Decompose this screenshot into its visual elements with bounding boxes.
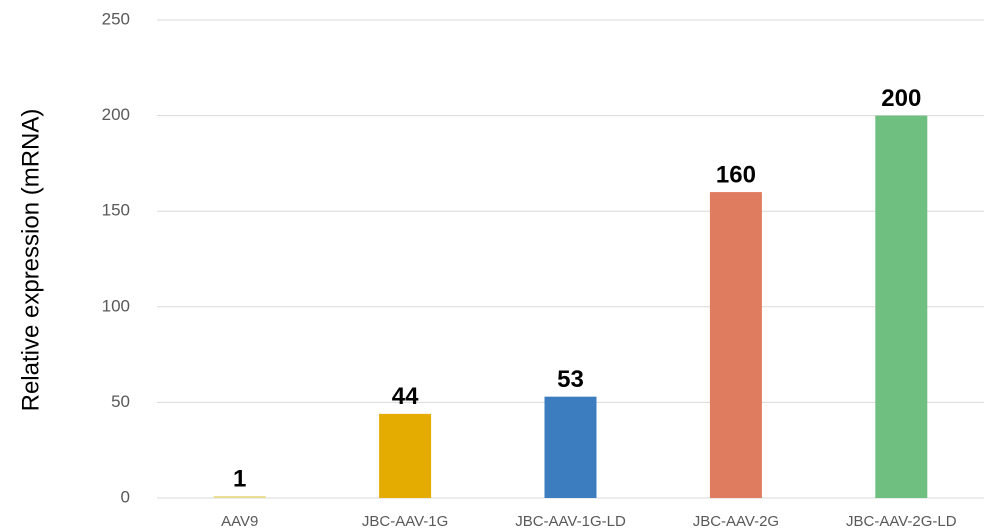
data-label: 200: [881, 85, 921, 112]
bar: [875, 115, 928, 498]
x-tick-label: JBC-AAV-1G-LD: [515, 513, 626, 530]
bar: [709, 192, 762, 498]
x-tick-label: JBC-AAV-2G-LD: [846, 513, 957, 530]
y-tick-label: 0: [121, 487, 130, 506]
y-tick-label: 50: [111, 392, 130, 411]
y-axis-label: Relative expression (mRNA): [17, 109, 44, 412]
data-label: 44: [392, 383, 419, 410]
x-tick-label: JBC-AAV-2G: [693, 513, 779, 530]
bar: [379, 413, 432, 498]
y-tick-label: 100: [102, 296, 130, 315]
x-tick-label: JBC-AAV-1G: [362, 513, 448, 530]
y-tick-label: 200: [102, 105, 130, 124]
y-tick-label: 150: [102, 201, 130, 220]
data-label: 160: [716, 161, 756, 188]
y-tick-label: 250: [102, 9, 130, 28]
data-label: 53: [557, 366, 584, 393]
bar: [544, 396, 597, 498]
x-tick-label: AAV9: [221, 513, 258, 530]
data-label: 1: [233, 465, 246, 492]
bar: [213, 496, 266, 498]
